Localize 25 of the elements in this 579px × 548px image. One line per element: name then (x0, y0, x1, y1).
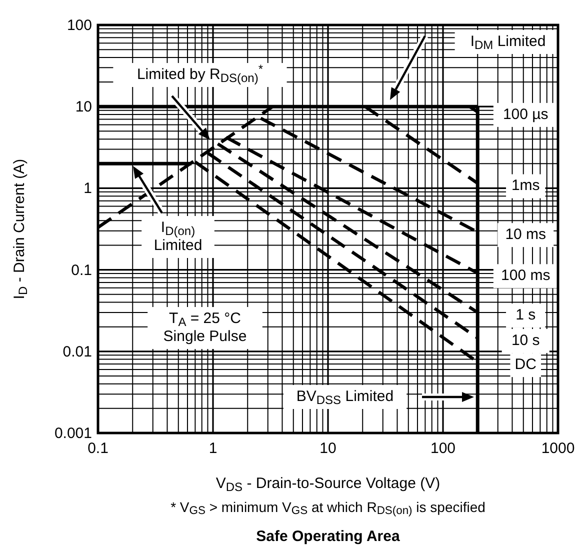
text: 10 s (511, 332, 540, 349)
text: * V$_{GS}$ > minimum V$_{GS}$ at which R$_{DS(on)}$ is specified (170, 498, 486, 518)
x-axis-title: V$_{DS}$ - Drain-to-Source Voltage (V) (216, 474, 440, 494)
text: 1 s (516, 306, 536, 324)
series-label: 100 ms (501, 267, 550, 284)
annotation: BV$_{DSS}$ Limited (296, 388, 394, 407)
annotation: T$_{A}$ = 25 °C Single Pulse (163, 310, 247, 345)
x-tick-label: 10 (320, 440, 336, 457)
y-tick-label: 1 (84, 180, 92, 198)
text: DC (514, 356, 537, 374)
series-label: 100 µs (502, 106, 548, 123)
x-tick-label: 1000 (541, 440, 575, 457)
y-tick-label: 0.01 (62, 343, 92, 360)
annotation: I$_{DM}$ Limited (470, 32, 546, 52)
y-tick-label: 10 (75, 98, 92, 116)
text: Safe Operating Area (256, 528, 400, 545)
series-label: 10 ms (505, 226, 546, 244)
y-tick-label: 0.1 (71, 262, 92, 279)
x-tick-label: 0.1 (88, 440, 108, 457)
y-tick-label: 0.001 (54, 425, 92, 442)
x-tick-label: 1 (208, 440, 218, 457)
annotation: I$_{D(on)}$ Limited (154, 218, 202, 254)
text: 1ms (511, 177, 540, 194)
x-tick-label: 100 (430, 440, 456, 457)
y-tick-label: 100 (66, 17, 92, 34)
